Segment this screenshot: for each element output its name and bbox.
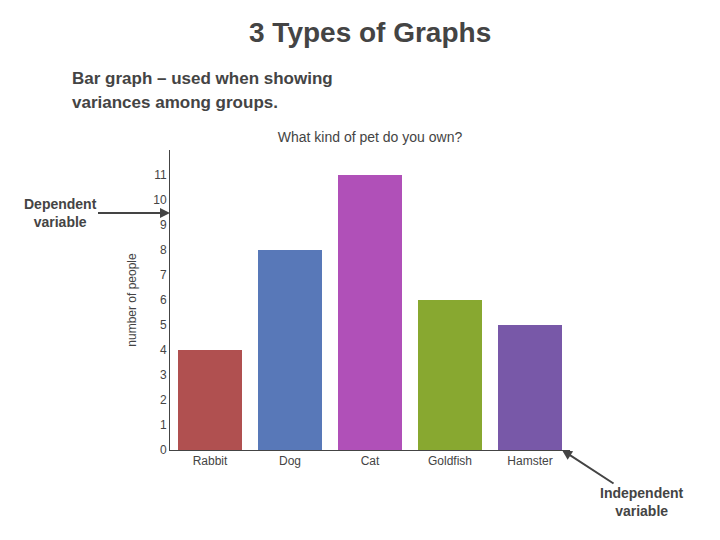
svg-text:Dog: Dog [279,454,301,468]
svg-text:Bar graph – used when showing: Bar graph – used when showing [72,69,333,88]
svg-text:3: 3 [160,368,167,382]
svg-text:variances among groups.: variances among groups. [72,93,278,112]
svg-text:Independentvariable: Independentvariable [600,485,684,519]
svg-text:2: 2 [160,393,167,407]
svg-text:What kind of pet do you own?: What kind of pet do you own? [278,129,463,145]
svg-text:3 Types of Graphs: 3 Types of Graphs [249,17,491,48]
svg-text:9: 9 [160,218,167,232]
svg-text:7: 7 [160,268,167,282]
svg-text:Goldfish: Goldfish [428,454,472,468]
svg-text:1: 1 [160,418,167,432]
svg-text:number of people: number of people [125,253,139,347]
svg-text:Cat: Cat [361,454,380,468]
svg-text:Hamster: Hamster [507,454,552,468]
svg-text:Rabbit: Rabbit [193,454,228,468]
svg-text:5: 5 [160,318,167,332]
svg-text:10: 10 [153,193,167,207]
svg-text:6: 6 [160,293,167,307]
svg-text:0: 0 [160,443,167,457]
svg-text:11: 11 [154,168,167,182]
svg-text:8: 8 [160,243,167,257]
svg-text:Dependentvariable: Dependentvariable [24,196,97,230]
svg-text:4: 4 [160,343,167,357]
